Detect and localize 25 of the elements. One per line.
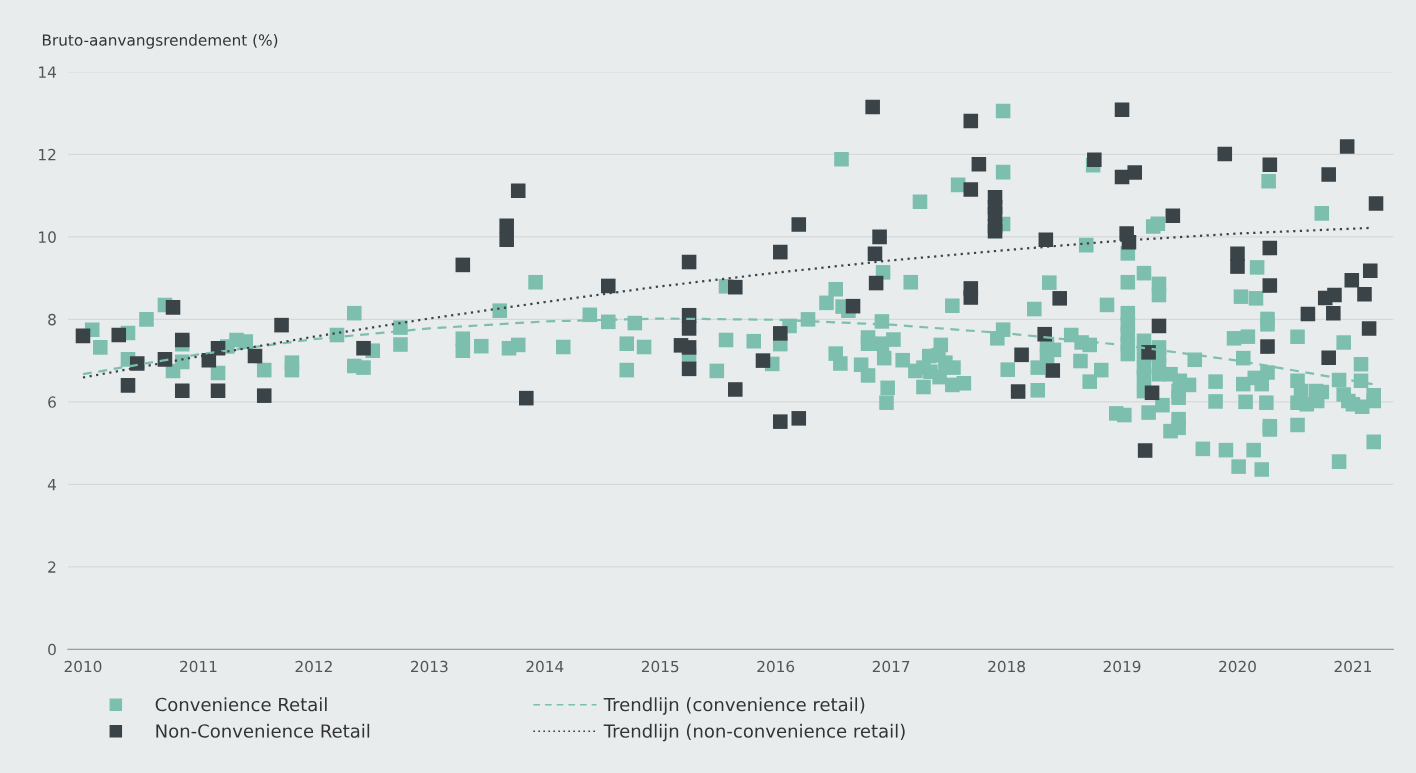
legend-label: Non-Convenience Retail	[156, 723, 370, 738]
y-tick-label: 8	[48, 313, 56, 326]
x-tick-label: 2010	[64, 660, 102, 673]
y-tick-label: 4	[47, 479, 56, 491]
x-tick-label: 2014	[526, 660, 564, 673]
y-tick-label: 14	[39, 66, 56, 78]
x-tick-label: 2013	[411, 660, 448, 673]
x-tick-label: 2020	[1219, 660, 1256, 673]
x-tick-label: 2019	[1103, 660, 1141, 673]
x-tick-label: 2011	[180, 660, 217, 673]
x-tick-label: 2015	[641, 660, 679, 673]
legend-label: Trendlijn (non-convenience retail)	[603, 723, 905, 742]
x-tick-label: 2021	[1334, 660, 1371, 673]
y-tick-label: 2	[48, 561, 56, 573]
x-tick-label: 2018	[988, 660, 1025, 673]
legend-label: Trendlijn (convenience retail)	[603, 697, 865, 715]
x-tick-label: 2016	[757, 660, 795, 673]
y-tick-label: 0	[48, 643, 56, 656]
legend-label: Convenience Retail	[155, 697, 327, 712]
y-axis-title: Bruto-aanvangsrendement (%)	[42, 34, 278, 49]
x-tick-label: 2012	[295, 660, 332, 673]
y-tick-label: 12	[39, 148, 56, 161]
y-tick-label: 6	[48, 396, 56, 408]
x-tick-label: 2017	[872, 660, 910, 673]
y-tick-label: 10	[39, 231, 56, 243]
